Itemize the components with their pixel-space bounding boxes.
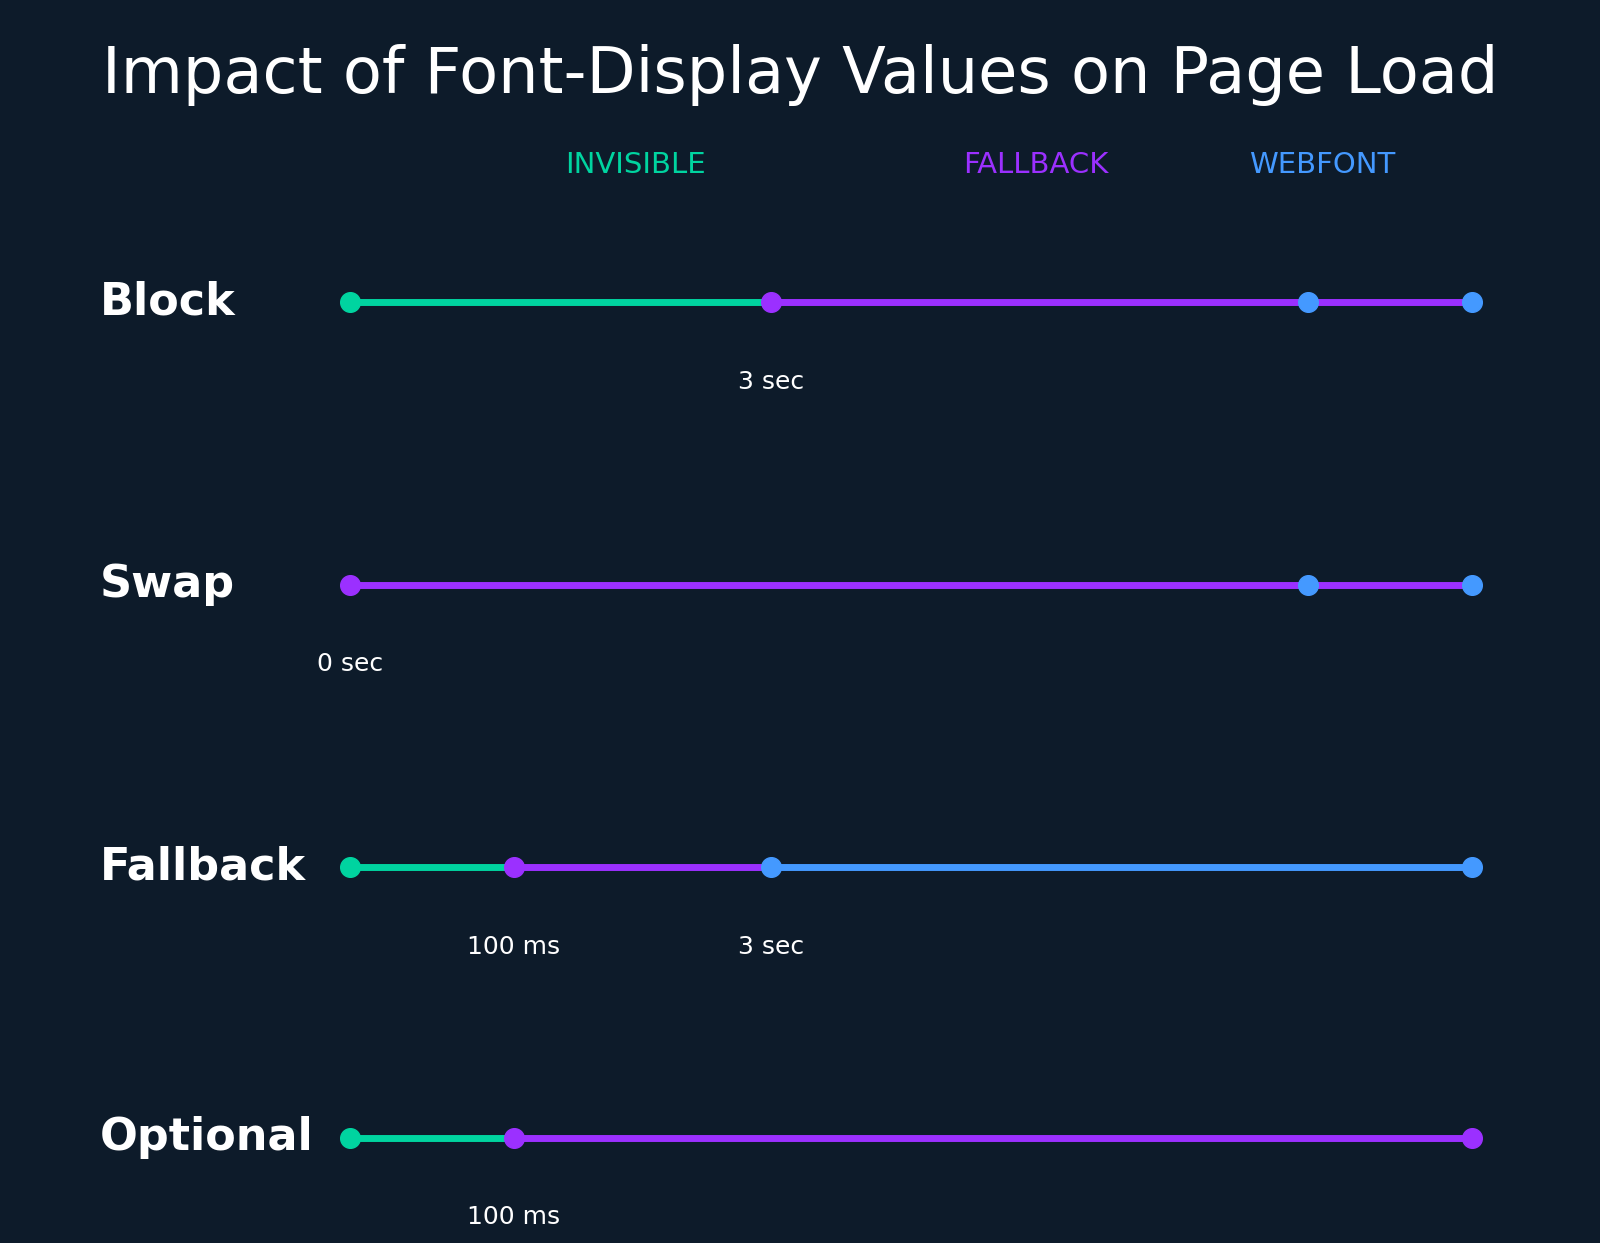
Text: INVISIBLE: INVISIBLE	[565, 150, 706, 179]
Point	[1459, 321, 1485, 341]
Text: Swap: Swap	[99, 563, 235, 607]
Text: 100 ms: 100 ms	[467, 1206, 560, 1229]
Point	[338, 321, 363, 341]
Text: 0 sec: 0 sec	[317, 653, 382, 676]
Point	[501, 1081, 526, 1101]
Point	[338, 835, 363, 855]
Point	[1459, 835, 1485, 855]
Point	[758, 321, 784, 341]
Point	[1459, 578, 1485, 598]
Point	[501, 835, 526, 855]
Text: Fallback: Fallback	[99, 845, 306, 889]
Point	[1459, 1081, 1485, 1101]
Text: 100 ms: 100 ms	[467, 935, 560, 958]
Point	[338, 578, 363, 598]
Text: FALLBACK: FALLBACK	[963, 150, 1109, 179]
Point	[758, 835, 784, 855]
Text: 3 sec: 3 sec	[738, 935, 805, 958]
Text: 3 sec: 3 sec	[738, 369, 805, 394]
Text: Optional: Optional	[99, 1116, 314, 1160]
Point	[1294, 578, 1320, 598]
Text: WEBFONT: WEBFONT	[1248, 150, 1395, 179]
Text: Impact of Font-Display Values on Page Load: Impact of Font-Display Values on Page Lo…	[102, 44, 1498, 106]
Point	[338, 1081, 363, 1101]
Point	[1294, 321, 1320, 341]
Text: Block: Block	[99, 281, 235, 323]
